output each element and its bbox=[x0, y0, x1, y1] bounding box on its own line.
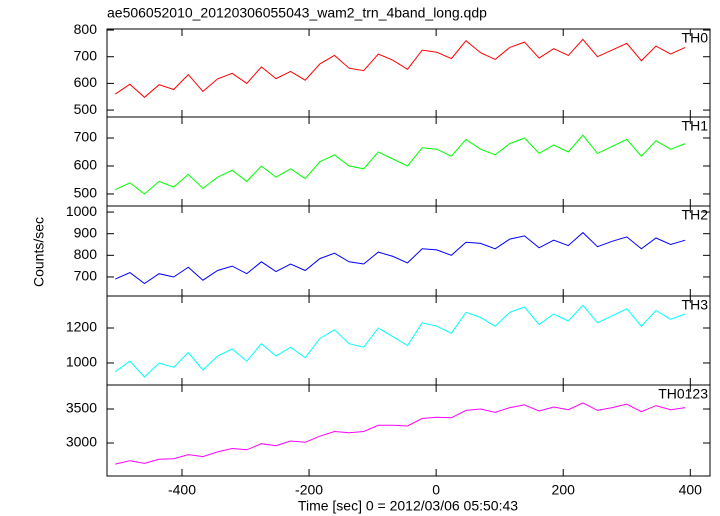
y-tick-label: 1000 bbox=[66, 354, 97, 370]
x-tick-label: 0 bbox=[432, 482, 440, 498]
data-line bbox=[115, 134, 686, 195]
x-tick-label: 200 bbox=[552, 482, 576, 498]
panel-frame bbox=[106, 384, 711, 477]
y-axis-label: Counts/sec bbox=[31, 217, 47, 287]
y-tick-label: 500 bbox=[74, 185, 98, 201]
data-line bbox=[115, 304, 686, 378]
x-tick-label: 400 bbox=[679, 482, 703, 498]
y-tick-label: 600 bbox=[74, 74, 98, 90]
panel-frame bbox=[106, 295, 711, 386]
y-tick-label: 700 bbox=[74, 47, 98, 63]
x-axis-label: Time [sec] 0 = 2012/03/06 05:50:43 bbox=[298, 498, 518, 514]
y-tick-label: 700 bbox=[74, 268, 98, 284]
y-tick-label: 500 bbox=[74, 101, 98, 117]
y-tick-label: 3500 bbox=[66, 400, 97, 416]
y-tick-label: 600 bbox=[74, 157, 98, 173]
chart-title: ae506052010_20120306055043_wam2_trn_4ban… bbox=[107, 5, 487, 21]
y-tick-label: 700 bbox=[74, 129, 98, 145]
y-tick-label: 800 bbox=[74, 21, 98, 37]
panel-frame bbox=[106, 28, 711, 118]
y-tick-label: 1200 bbox=[66, 319, 97, 335]
panel-label: TH0 bbox=[682, 30, 709, 46]
x-tick-label: -200 bbox=[295, 482, 323, 498]
panel-frame bbox=[106, 205, 711, 297]
data-line bbox=[115, 38, 686, 98]
panel-label: TH1 bbox=[682, 118, 709, 134]
panel-label: TH3 bbox=[682, 297, 709, 313]
data-line bbox=[115, 402, 686, 465]
data-line bbox=[115, 231, 686, 285]
y-tick-label: 1000 bbox=[66, 203, 97, 219]
panel-label: TH2 bbox=[682, 207, 709, 223]
panel-label: TH0123 bbox=[658, 386, 708, 402]
x-tick-label: -400 bbox=[168, 482, 196, 498]
y-tick-label: 800 bbox=[74, 246, 98, 262]
y-tick-label: 3000 bbox=[66, 434, 97, 450]
y-tick-label: 900 bbox=[74, 224, 98, 240]
panel-frame bbox=[106, 116, 711, 207]
